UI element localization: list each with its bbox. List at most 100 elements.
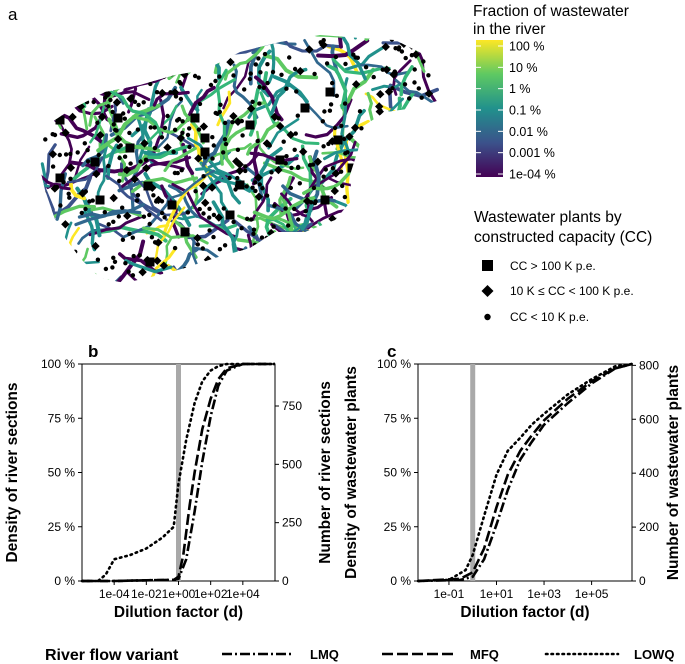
small-plant-marker (159, 47, 164, 52)
medium-plant-marker (319, 40, 328, 50)
small-plant-marker (116, 214, 122, 219)
small-plant-marker (185, 210, 191, 215)
small-plant-marker (330, 236, 335, 241)
medium-plant-marker (238, 257, 248, 266)
small-plant-marker (177, 79, 182, 85)
small-plant-marker (242, 87, 247, 92)
small-plant-marker (405, 251, 410, 257)
small-plant-marker (54, 84, 60, 89)
medium-plant-marker (382, 65, 391, 74)
small-plant-marker (312, 71, 317, 77)
small-plant-marker (200, 270, 205, 276)
river-segment (367, 202, 381, 256)
river-segment (245, 35, 298, 38)
river-segment (388, 108, 410, 148)
river-segment (410, 179, 421, 243)
small-plant-marker (292, 147, 297, 152)
large-plant-marker (143, 181, 153, 191)
small-plant-marker (394, 274, 399, 279)
river-segment (292, 256, 325, 262)
small-plant-marker (403, 55, 408, 61)
plants-legend: Wastewater plants by constructed capacit… (474, 209, 652, 324)
small-plant-marker (328, 102, 334, 107)
river-segment (77, 202, 146, 219)
river-segment (352, 35, 393, 40)
river-segment (136, 116, 145, 160)
small-plant-marker (73, 249, 78, 254)
small-plant-marker (168, 90, 173, 95)
river-segment (181, 142, 195, 175)
river-segment (404, 232, 429, 283)
small-plant-marker (258, 70, 263, 75)
small-plant-marker (215, 111, 220, 117)
medium-plant-marker (42, 260, 52, 269)
small-plant-marker (384, 131, 389, 137)
small-plant-marker (143, 157, 149, 162)
small-plant-marker (96, 152, 101, 158)
small-plant-marker (420, 130, 426, 136)
small-plant-marker (355, 214, 361, 219)
small-plant-marker (207, 228, 212, 233)
small-plant-marker (326, 141, 331, 147)
medium-plant-marker (194, 154, 203, 163)
river-segment (288, 254, 333, 269)
small-plant-marker (296, 271, 302, 276)
large-plant-marker (333, 135, 343, 145)
x-tick-label: 1e-01 (434, 587, 465, 601)
medium-plant-marker (154, 238, 163, 247)
river-segment (434, 224, 440, 263)
medium-plant-marker (112, 98, 122, 107)
small-plant-marker (148, 81, 153, 87)
river-segment (38, 162, 47, 220)
y-tick-label: 75 % (48, 411, 76, 425)
small-plant-marker (135, 193, 141, 198)
series-line-mfq (82, 362, 275, 583)
small-plant-marker (68, 176, 73, 181)
large-plant-marker (300, 103, 310, 113)
small-plant-marker (279, 72, 284, 78)
small-plant-marker (418, 225, 423, 230)
small-plant-marker (210, 135, 215, 140)
small-plant-marker (338, 169, 344, 174)
river-segment (38, 35, 52, 67)
panel-label-c: c (387, 342, 396, 361)
small-plant-marker (427, 273, 433, 279)
x-tick-label: 1e+02 (194, 587, 228, 601)
small-plant-marker (112, 259, 118, 264)
large-plant-marker (347, 163, 357, 173)
river-segment (372, 157, 393, 224)
small-plant-marker (289, 165, 294, 171)
small-plant-marker (330, 80, 335, 86)
small-plant-marker (221, 150, 226, 155)
small-plant-marker (250, 99, 255, 105)
y2-tick-label: 750 (282, 399, 302, 413)
large-plant-marker (113, 113, 123, 123)
medium-plant-marker (126, 94, 135, 103)
y2-axis-label: Number of river sections (317, 381, 334, 564)
small-plant-marker (322, 109, 327, 114)
small-plant-marker (320, 119, 325, 124)
small-plant-marker (83, 206, 88, 212)
small-plant-marker (295, 113, 300, 118)
small-plant-marker (127, 130, 132, 136)
plants-legend-label: CC < 10 K p.e. (510, 310, 589, 324)
small-plant-marker (148, 125, 153, 130)
small-plant-marker (200, 246, 205, 251)
small-plant-marker (101, 278, 106, 283)
small-plant-marker (217, 74, 222, 79)
small-plant-marker (279, 280, 284, 283)
small-plant-marker (217, 247, 223, 252)
small-plant-marker (327, 108, 333, 113)
plants-legend-item-medium: 10 K ≤ CC < 100 K p.e. (481, 284, 634, 298)
river-segment (431, 256, 440, 283)
panel-label-a: a (8, 5, 18, 24)
small-plant-marker (50, 41, 55, 46)
small-plant-marker (141, 214, 147, 219)
legend-label-lmq: LMQ (310, 647, 339, 662)
small-plant-marker (235, 147, 241, 152)
chart-panel-b: 0 % 25 % 50 % 75 % 100 % 0 250 500 750 1e-04 1e-02… (4, 357, 334, 621)
river-segment (106, 143, 119, 180)
small-plant-marker (428, 271, 434, 277)
small-plant-marker (116, 48, 121, 53)
small-plant-marker (116, 64, 122, 70)
